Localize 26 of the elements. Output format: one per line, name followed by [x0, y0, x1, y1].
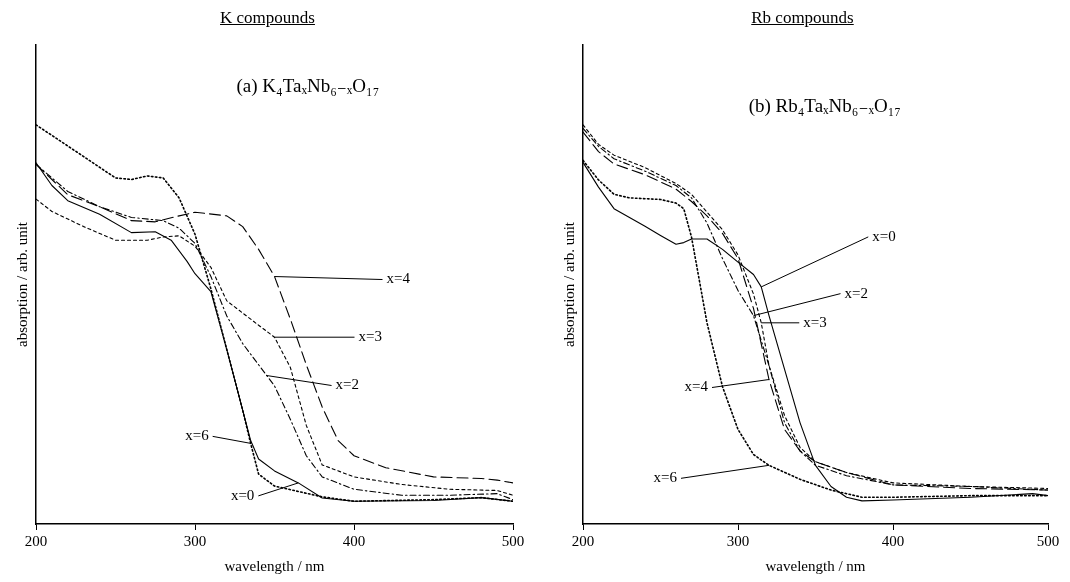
x-tick-label: 300 [726, 532, 750, 549]
x-tick-label: 500 [1036, 532, 1060, 549]
annotation: x=2 [335, 376, 360, 393]
x-tick-label: 200 [24, 532, 48, 549]
annotation: x=3 [803, 313, 827, 330]
annotation: x=3 [358, 328, 382, 345]
y-axis-title: absorption / arb. unit [13, 221, 30, 347]
x-tick-label: 500 [501, 532, 525, 549]
annotation: x=4 [386, 270, 411, 287]
annotation: x=6 [185, 427, 210, 444]
chart-subtitle: (b) Rb₄TaₓNb₆₋ₓO₁₇ [748, 94, 901, 117]
annotation: x=4 [684, 378, 709, 395]
x-tick-label: 300 [183, 532, 207, 549]
annotation: x=0 [230, 486, 255, 503]
x-tick-label: 200 [571, 532, 595, 549]
x-tick-label: 400 [881, 532, 905, 549]
y-axis-title: absorption / arb. unit [560, 221, 577, 347]
annotation: x=0 [872, 227, 896, 244]
annotation: x=2 [844, 284, 868, 301]
chart-subtitle: (a) K₄TaₓNb₆₋ₓO₁₇ [236, 74, 380, 97]
chart-title: Rb compounds [750, 8, 855, 28]
x-tick-label: 400 [342, 532, 366, 549]
x-axis-title: wavelength / nm [224, 557, 325, 574]
annotation: x=6 [653, 469, 678, 486]
x-axis-title: wavelength / nm [765, 557, 866, 574]
chart-title: K compounds [219, 8, 316, 28]
